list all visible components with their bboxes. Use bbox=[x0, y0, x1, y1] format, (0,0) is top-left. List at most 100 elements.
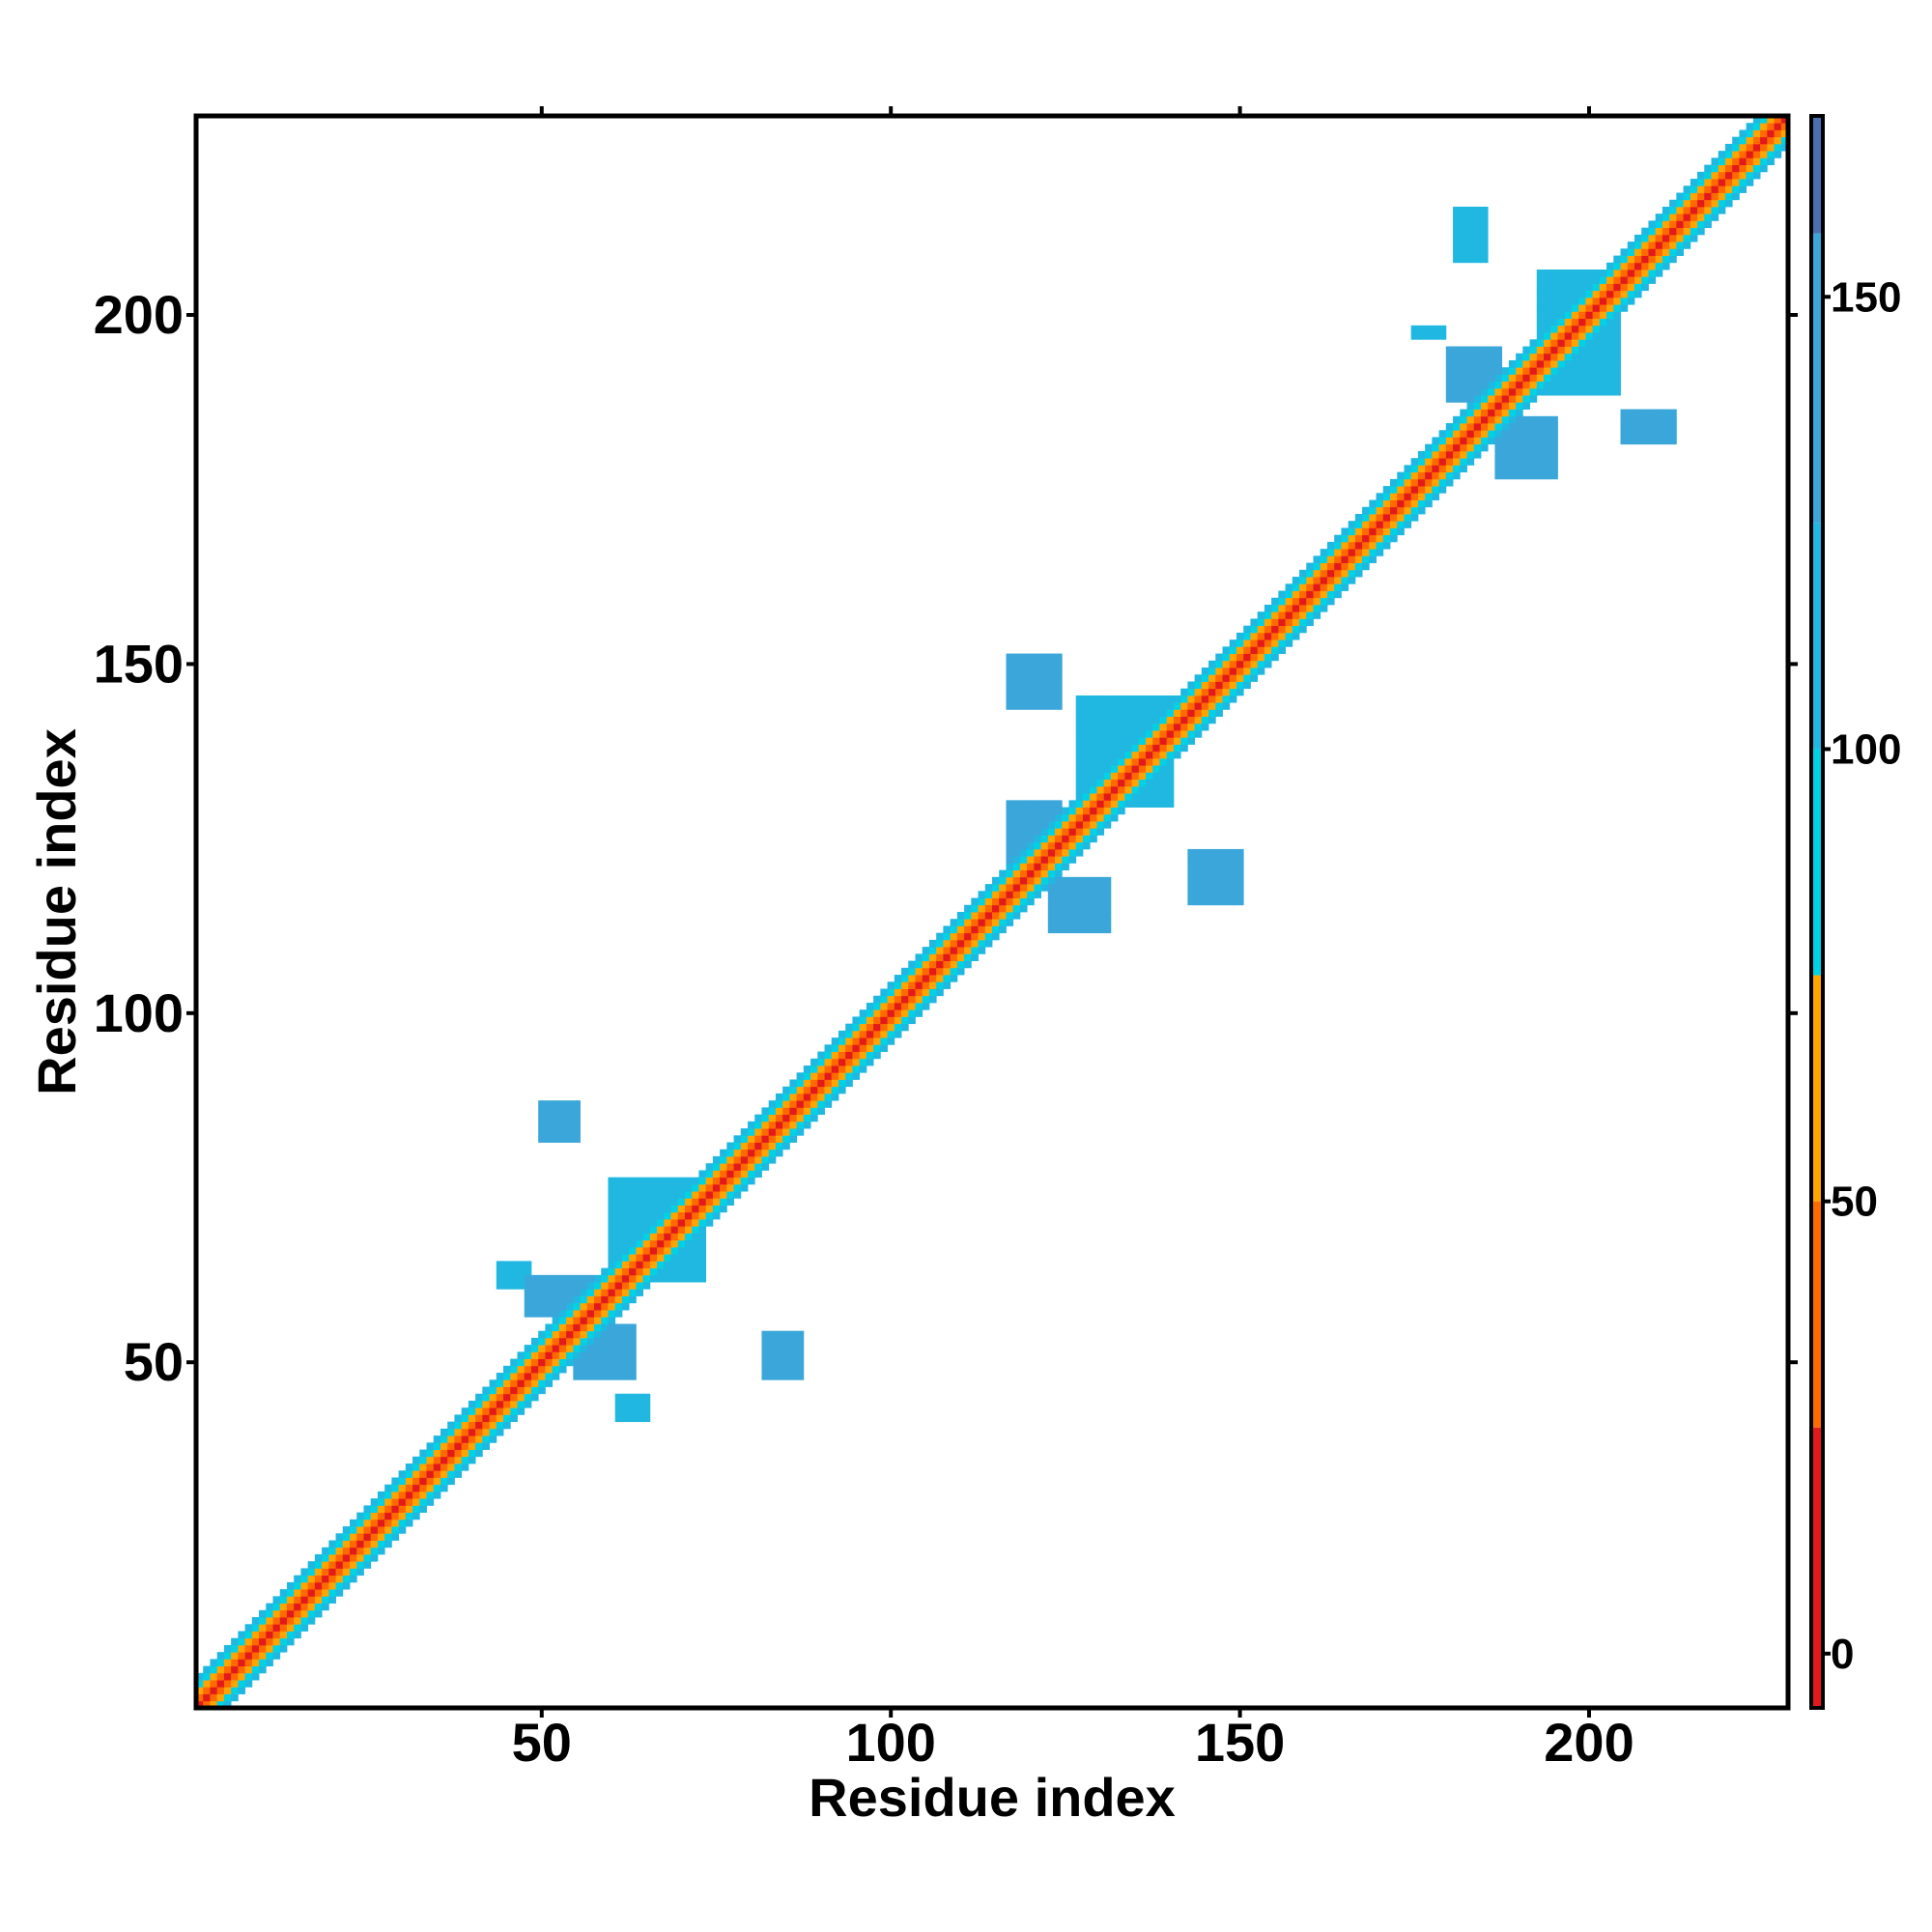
heatmap-cell bbox=[866, 1023, 874, 1032]
heatmap-cell bbox=[1208, 681, 1216, 690]
heatmap-cell bbox=[964, 912, 972, 920]
heatmap-cell bbox=[1047, 863, 1056, 871]
heatmap-cell bbox=[1243, 674, 1251, 682]
heatmap-cell bbox=[915, 988, 923, 997]
heatmap-cell bbox=[956, 925, 965, 934]
heatmap-cell bbox=[1306, 583, 1314, 591]
heatmap-cell bbox=[1508, 409, 1517, 417]
heatmap-cell bbox=[852, 1023, 861, 1032]
heatmap-cell bbox=[1075, 751, 1084, 759]
heatmap-cell bbox=[363, 1519, 372, 1527]
heatmap-cell bbox=[1187, 863, 1196, 871]
heatmap-cell bbox=[1090, 925, 1097, 934]
heatmap-cell bbox=[530, 1393, 539, 1402]
heatmap-cell bbox=[1146, 772, 1153, 781]
heatmap-cell bbox=[1250, 618, 1259, 627]
heatmap-cell bbox=[1068, 912, 1077, 920]
heatmap-cell bbox=[266, 1617, 273, 1625]
heatmap-cell bbox=[1222, 660, 1231, 668]
heatmap-cell bbox=[1648, 227, 1657, 236]
heatmap-cell bbox=[447, 1421, 455, 1430]
heatmap-cell bbox=[1529, 374, 1538, 383]
heatmap-cell bbox=[1362, 555, 1370, 563]
heatmap-cell bbox=[1019, 863, 1028, 871]
heatmap-cell bbox=[1082, 807, 1091, 815]
heatmap-cell bbox=[447, 1435, 455, 1443]
heatmap-cell bbox=[552, 1128, 560, 1136]
heatmap-cell bbox=[1488, 430, 1495, 438]
heatmap-cell bbox=[1012, 835, 1021, 843]
heatmap-cell bbox=[754, 1149, 762, 1157]
heatmap-cell bbox=[649, 1191, 658, 1199]
heatmap-cell bbox=[1585, 311, 1594, 320]
heatmap-cell bbox=[482, 1400, 490, 1408]
heatmap-cell bbox=[1508, 359, 1517, 368]
heatmap-cell bbox=[447, 1428, 455, 1436]
heatmap-cell bbox=[1271, 618, 1279, 627]
heatmap-cell bbox=[1096, 828, 1105, 836]
heatmap-cell bbox=[608, 1233, 616, 1241]
heatmap-cell bbox=[1369, 555, 1377, 563]
heatmap-cell bbox=[1006, 912, 1014, 920]
heatmap-cell bbox=[398, 1470, 407, 1478]
heatmap-cell bbox=[922, 981, 930, 989]
heatmap-cell bbox=[754, 1142, 762, 1151]
heatmap-cell bbox=[1522, 471, 1530, 480]
heatmap-cell bbox=[1453, 248, 1461, 256]
heatmap-cell bbox=[1187, 884, 1196, 892]
heatmap-cell bbox=[1550, 332, 1558, 340]
heatmap-cell bbox=[1453, 381, 1461, 389]
heatmap-cell bbox=[782, 1337, 790, 1346]
heatmap-cell bbox=[566, 1323, 574, 1332]
heatmap-cell bbox=[1724, 192, 1733, 201]
heatmap-cell bbox=[1627, 423, 1635, 431]
heatmap-cell bbox=[1445, 423, 1454, 431]
heatmap-cell bbox=[377, 1547, 385, 1555]
heatmap-cell bbox=[335, 1561, 344, 1569]
heatmap-cell bbox=[1152, 695, 1160, 703]
heatmap-cell bbox=[649, 1246, 658, 1255]
heatmap-cell bbox=[1166, 751, 1175, 759]
heatmap-cell bbox=[1488, 346, 1495, 355]
heatmap-cell bbox=[608, 1239, 616, 1248]
heatmap-cell bbox=[524, 1267, 532, 1276]
heatmap-cell bbox=[510, 1393, 518, 1402]
heatmap-cell bbox=[244, 1659, 253, 1667]
heatmap-cell bbox=[720, 1183, 727, 1192]
heatmap-cell bbox=[733, 1183, 742, 1192]
heatmap-cell bbox=[1522, 374, 1530, 383]
heatmap-cell bbox=[1313, 562, 1321, 571]
heatmap-cell bbox=[810, 1079, 818, 1088]
heatmap-cell bbox=[1292, 632, 1300, 640]
heatmap-cell bbox=[796, 1345, 805, 1352]
heatmap-cell bbox=[1124, 716, 1132, 724]
heatmap-cell bbox=[1571, 367, 1579, 375]
heatmap-cell bbox=[1599, 325, 1607, 333]
heatmap-cell bbox=[1341, 569, 1350, 578]
heatmap-cell bbox=[1473, 409, 1482, 417]
heatmap-cell bbox=[1544, 270, 1551, 277]
heatmap-cell bbox=[1697, 227, 1705, 236]
heatmap-cell bbox=[251, 1637, 260, 1646]
heatmap-cell bbox=[1404, 506, 1412, 515]
heatmap-cell bbox=[677, 1219, 686, 1227]
heatmap-cell bbox=[1752, 171, 1761, 180]
heatmap-cell bbox=[1767, 151, 1775, 158]
heatmap-cell bbox=[866, 1037, 874, 1045]
heatmap-cell bbox=[1075, 897, 1084, 906]
heatmap-cell bbox=[238, 1680, 245, 1688]
heatmap-cell bbox=[1006, 835, 1014, 843]
heatmap-cell bbox=[1118, 737, 1125, 745]
heatmap-cell bbox=[978, 919, 986, 926]
heatmap-cell bbox=[698, 1211, 707, 1220]
heatmap-cell bbox=[538, 1114, 546, 1122]
heatmap-cell bbox=[887, 1023, 895, 1032]
heatmap-cell bbox=[1229, 869, 1237, 878]
heatmap-cell bbox=[887, 988, 895, 997]
heatmap-cell bbox=[1236, 639, 1244, 647]
heatmap-cell bbox=[1019, 869, 1028, 878]
heatmap-cell bbox=[936, 953, 944, 961]
heatmap-cell bbox=[545, 1330, 554, 1339]
heatmap-cell bbox=[761, 1107, 770, 1116]
heatmap-cell bbox=[1557, 359, 1566, 368]
